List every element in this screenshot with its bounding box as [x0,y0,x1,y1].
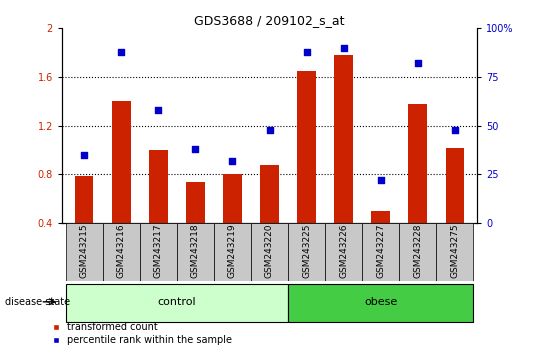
Bar [66,223,103,281]
Bar [325,223,362,281]
Bar [399,223,436,281]
Point [265,127,274,132]
Legend: transformed count, percentile rank within the sample: transformed count, percentile rank withi… [48,319,236,349]
Bar [75,176,93,223]
Bar [436,223,473,281]
Point [117,49,126,55]
Text: GSM243217: GSM243217 [154,224,163,278]
Text: GSM243215: GSM243215 [80,224,89,278]
Text: GSM243227: GSM243227 [376,224,385,278]
Text: GSM243216: GSM243216 [117,224,126,278]
Text: GSM243225: GSM243225 [302,224,311,278]
Point [413,61,422,66]
Bar [409,104,427,223]
Bar [298,71,316,223]
Bar [112,101,130,223]
Text: obese: obese [364,297,397,307]
Bar [186,182,205,223]
Point [228,158,237,164]
Bar [177,223,214,281]
Bar [251,223,288,281]
Point [340,45,348,51]
Text: control: control [157,297,196,307]
Text: GSM243228: GSM243228 [413,224,422,278]
Title: GDS3688 / 209102_s_at: GDS3688 / 209102_s_at [194,14,345,27]
Bar [371,211,390,223]
Text: GSM243218: GSM243218 [191,224,200,278]
Bar [288,223,325,281]
Point [80,152,88,158]
Text: GSM243220: GSM243220 [265,224,274,278]
Bar [214,223,251,281]
Bar [334,55,353,223]
Point [451,127,459,132]
Point [191,146,199,152]
Text: GSM243219: GSM243219 [228,224,237,278]
Text: disease state: disease state [5,297,71,307]
Bar [446,148,464,223]
Bar [66,284,288,322]
Bar [140,223,177,281]
Bar [149,150,168,223]
Bar [260,165,279,223]
Bar [103,223,140,281]
Bar [288,284,473,322]
Bar [362,223,399,281]
Point [154,107,163,113]
Text: GSM243275: GSM243275 [450,224,459,278]
Bar [223,175,241,223]
Point [302,49,311,55]
Text: GSM243226: GSM243226 [339,224,348,278]
Point [376,177,385,183]
